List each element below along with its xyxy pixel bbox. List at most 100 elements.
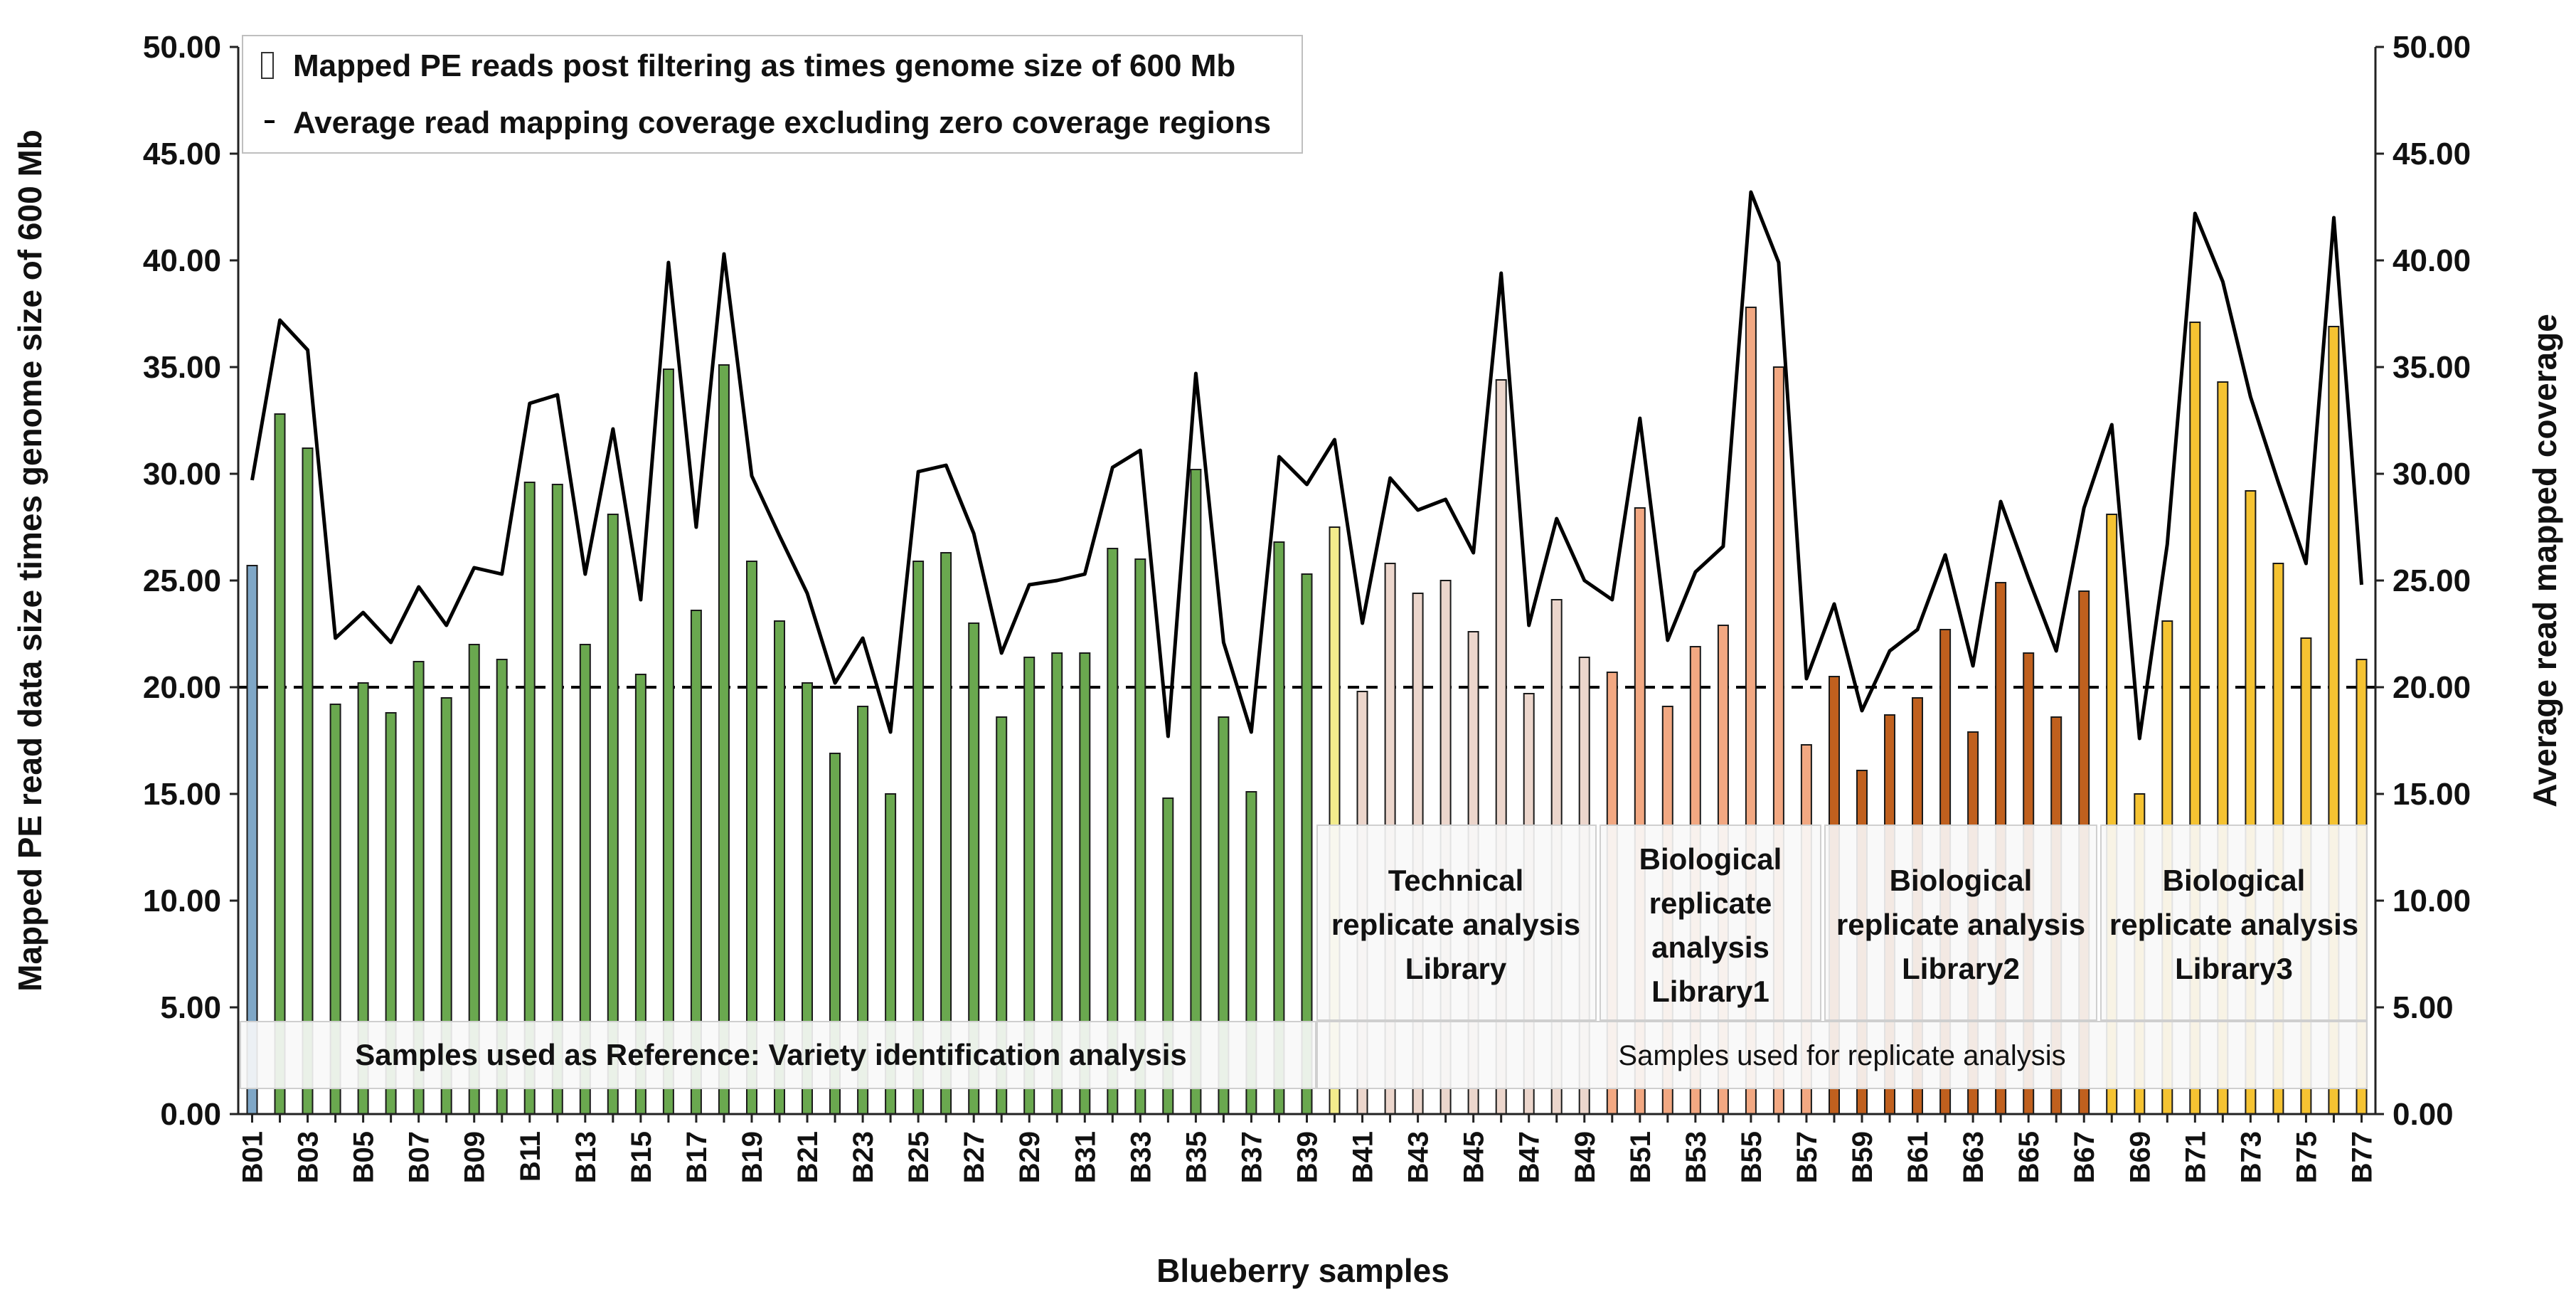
x-tick-label-B63: B63 [1958,1131,1989,1183]
x-tick-label-B71: B71 [2180,1131,2211,1183]
technical-line-1: Technical [1388,864,1524,897]
x-tick-label-B69: B69 [2124,1131,2156,1183]
library3-line-1: Biological [2163,864,2306,897]
bar-B16 [662,369,674,1115]
library1-line-2: replicate [1649,886,1772,920]
bar-B02 [274,413,286,1115]
y-tick-label-left: 20.00 [143,670,221,705]
library2-line-2: replicate analysis [1836,908,2085,941]
x-tick-label-B03: B03 [293,1131,324,1183]
y-tick-label-left: 0.00 [160,1097,221,1132]
reference-analysis-box [240,1021,1316,1089]
x-tick-label-B01: B01 [238,1131,269,1183]
library2-line-3: Library2 [1902,952,2020,985]
bar-B12 [551,484,563,1115]
x-tick-label-B35: B35 [1181,1131,1212,1183]
x-tick-label-B19: B19 [737,1131,768,1183]
y-tick-label-right: 15.00 [2393,777,2471,812]
library1-line-1: Biological [1639,842,1782,876]
x-tick-label-B59: B59 [1847,1131,1878,1183]
x-tick-label-B25: B25 [903,1131,935,1183]
technical-replicate-box [1316,825,1597,1021]
legend: Mapped PE reads post filtering as times … [242,35,1303,154]
replicate-analysis-label: Samples used for replicate analysis [1618,1040,2065,1071]
technical-line-2: replicate analysis [1331,908,1580,941]
bar-B35 [1190,469,1202,1115]
y-tick-label-left: 5.00 [160,990,221,1025]
x-tick-label-B39: B39 [1292,1131,1324,1183]
legend-bar-swatch [261,52,274,79]
x-tick-label-B45: B45 [1459,1131,1490,1183]
x-tick-label-B67: B67 [2069,1131,2100,1183]
x-tick-label-B75: B75 [2291,1131,2322,1183]
axes-group: 0.00 0.00 5.00 5.00 10.00 10.00 15.00 15.00 20.0… [143,30,2471,1183]
x-tick-label-B23: B23 [848,1131,879,1183]
y-tick-label-left: 50.00 [143,30,221,65]
x-tick-label-B17: B17 [681,1131,713,1183]
y-tick-label-left: 25.00 [143,563,221,598]
x-tick-label-B51: B51 [1625,1131,1656,1183]
y-tick-label-left: 45.00 [143,137,221,171]
x-axis-title: Blueberry samples [1156,1252,1449,1289]
legend-line-label: Average read mapping coverage excluding … [293,105,1271,140]
x-tick-label-B55: B55 [1736,1131,1767,1183]
y-axis-left-title: Mapped PE read data size times genome si… [11,129,48,992]
x-tick-label-B15: B15 [626,1131,657,1183]
y-tick-label-left: 35.00 [143,350,221,385]
y-tick-label-right: 20.00 [2393,670,2471,705]
library3-box [2100,825,2368,1021]
x-tick-label-B49: B49 [1570,1131,1601,1183]
y-tick-label-left: 40.00 [143,243,221,278]
x-tick-label-B09: B09 [459,1131,491,1183]
library1-box [1600,825,1821,1021]
x-tick-label-B33: B33 [1125,1131,1156,1183]
y-tick-label-right: 5.00 [2393,990,2454,1025]
x-tick-label-B77: B77 [2347,1131,2378,1183]
x-tick-label-B37: B37 [1236,1131,1267,1183]
library2-line-1: Biological [1890,864,2033,897]
reference-analysis-label: Samples used as Reference: Variety ident… [355,1038,1187,1071]
x-tick-label-B13: B13 [570,1131,602,1183]
x-tick-label-B61: B61 [1902,1131,1934,1183]
x-tick-label-B53: B53 [1681,1131,1712,1183]
y-axis-right-title: Average read mapped coverage [2526,314,2563,807]
y-tick-label-right: 40.00 [2393,243,2471,278]
x-tick-label-B31: B31 [1070,1131,1101,1183]
library1-line-4: Library1 [1651,975,1769,1008]
x-tick-label-B73: B73 [2235,1131,2267,1183]
y-tick-label-right: 10.00 [2393,884,2471,918]
x-tick-label-B57: B57 [1792,1131,1823,1183]
x-tick-label-B27: B27 [959,1131,990,1183]
x-tick-label-B47: B47 [1514,1131,1545,1183]
y-tick-label-right: 35.00 [2393,350,2471,385]
bar-B11 [523,482,536,1115]
legend-bar-label: Mapped PE reads post filtering as times … [293,48,1235,83]
x-tick-label-B29: B29 [1014,1131,1045,1183]
legend-box [242,35,1303,154]
y-tick-label-right: 50.00 [2393,30,2471,65]
x-tick-label-B11: B11 [515,1131,546,1182]
x-tick-label-B05: B05 [348,1131,380,1183]
library3-line-2: replicate analysis [2109,908,2358,941]
x-tick-label-B65: B65 [2013,1131,2045,1183]
library3-line-3: Library3 [2175,952,2293,985]
line-group [250,190,2363,741]
x-tick-label-B07: B07 [404,1131,435,1183]
y-tick-label-right: 45.00 [2393,137,2471,171]
technical-line-3: Library [1405,952,1507,985]
bar-B18 [718,364,730,1115]
bar-B03 [302,447,314,1115]
y-tick-label-right: 0.00 [2393,1097,2454,1132]
y-tick-label-left: 15.00 [143,777,221,812]
library2-box [1824,825,2097,1021]
library1-line-3: analysis [1651,931,1769,964]
annotation-group: Samples used as Reference: Variety ident… [240,825,2368,1089]
replicate-analysis-box [1316,1021,2368,1089]
x-tick-label-B41: B41 [1348,1131,1379,1183]
y-tick-label-left: 10.00 [143,884,221,918]
y-tick-label-left: 30.00 [143,457,221,492]
coverage-line [250,190,2363,741]
x-tick-label-B21: B21 [792,1131,824,1183]
y-tick-label-right: 30.00 [2393,457,2471,492]
